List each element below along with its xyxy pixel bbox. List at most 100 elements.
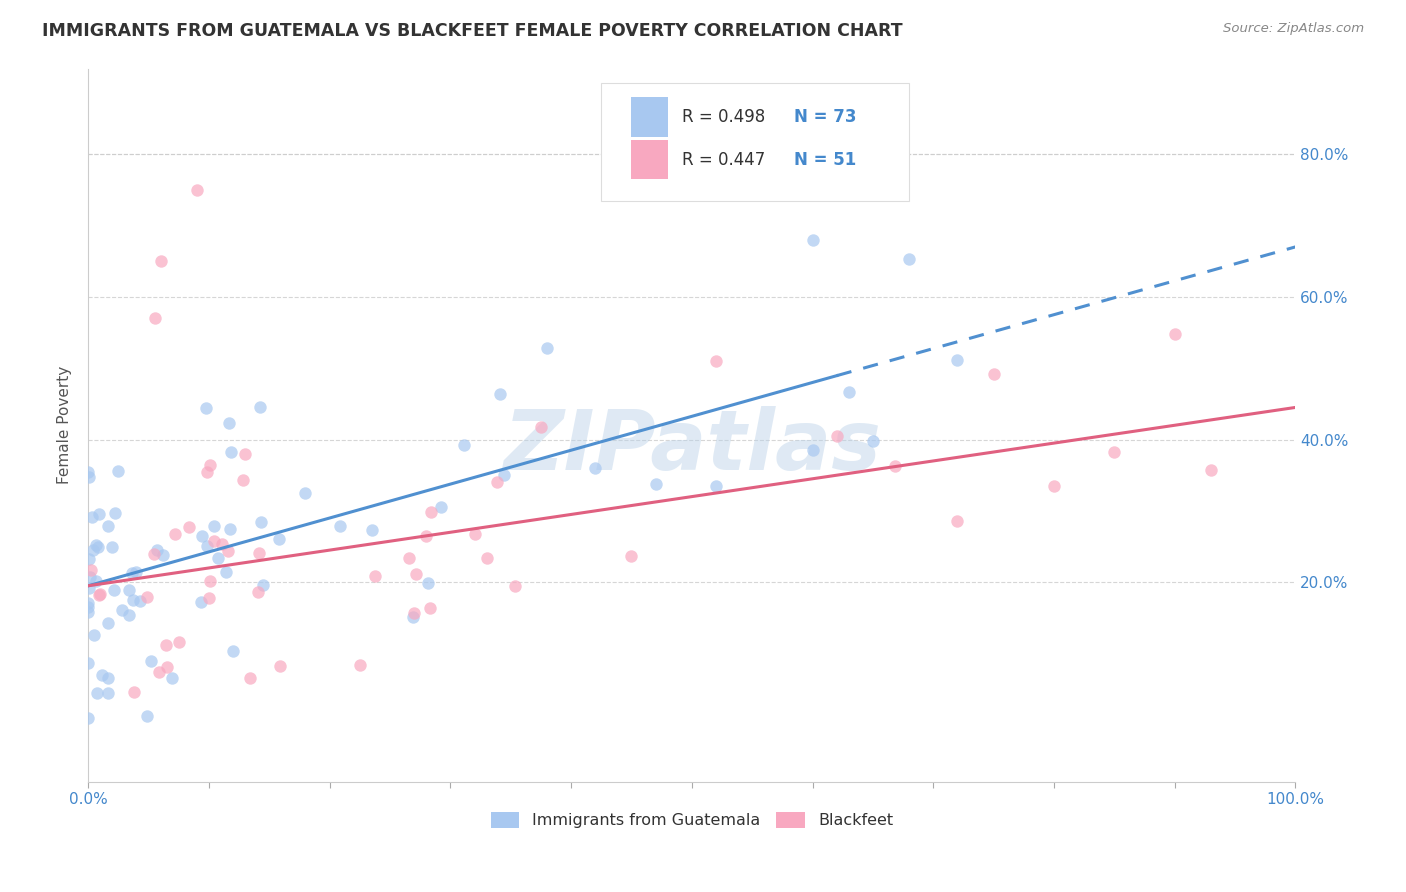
Point <box>97 671 120 685</box>
Point <box>207 550 229 565</box>
Point <box>217 543 239 558</box>
Point <box>232 473 254 487</box>
Point <box>101 540 124 554</box>
Point <box>186 183 208 197</box>
Point <box>464 527 486 541</box>
Point <box>825 429 848 443</box>
Point <box>190 529 212 543</box>
Point <box>77 656 100 670</box>
Point <box>801 442 824 457</box>
Point <box>148 665 170 679</box>
Point <box>405 566 427 581</box>
Point <box>219 522 242 536</box>
Point <box>360 523 382 537</box>
Point <box>77 605 100 619</box>
Point <box>195 465 218 479</box>
Text: R = 0.498: R = 0.498 <box>682 108 765 126</box>
Point <box>862 434 884 449</box>
Point <box>419 505 441 519</box>
Point <box>195 539 218 553</box>
Point <box>89 507 111 521</box>
Point <box>156 660 179 674</box>
Point <box>946 515 969 529</box>
Point <box>239 671 262 685</box>
Point <box>86 540 108 554</box>
Point <box>84 574 107 589</box>
Point <box>349 657 371 672</box>
Point <box>1199 463 1222 477</box>
Point <box>87 588 110 602</box>
Point <box>219 445 242 459</box>
Point <box>77 599 100 614</box>
Point <box>122 593 145 607</box>
Legend: Immigrants from Guatemala, Blackfeet: Immigrants from Guatemala, Blackfeet <box>484 805 900 835</box>
Point <box>415 529 437 543</box>
Point <box>364 568 387 582</box>
Point <box>163 527 186 541</box>
Point <box>97 519 120 533</box>
Point <box>198 574 221 588</box>
Point <box>503 579 526 593</box>
Point <box>404 606 426 620</box>
Point <box>221 644 243 658</box>
Point <box>489 386 512 401</box>
Point <box>90 668 112 682</box>
Point <box>149 254 172 268</box>
Point <box>96 686 118 700</box>
Point <box>89 587 111 601</box>
Point <box>111 603 134 617</box>
Point <box>983 367 1005 381</box>
Point <box>117 582 139 597</box>
Y-axis label: Female Poverty: Female Poverty <box>58 366 72 484</box>
Point <box>536 341 558 355</box>
Point <box>146 543 169 558</box>
Point <box>1043 479 1066 493</box>
Point <box>107 465 129 479</box>
Point <box>704 479 727 493</box>
Point <box>202 518 225 533</box>
Point <box>167 635 190 649</box>
Text: R = 0.447: R = 0.447 <box>682 151 765 169</box>
Point <box>218 417 240 431</box>
Point <box>121 566 143 581</box>
Point <box>142 547 165 561</box>
Point <box>83 628 105 642</box>
Point <box>139 654 162 668</box>
Text: N = 73: N = 73 <box>794 108 856 126</box>
Point <box>419 601 441 615</box>
Text: IMMIGRANTS FROM GUATEMALA VS BLACKFEET FEMALE POVERTY CORRELATION CHART: IMMIGRANTS FROM GUATEMALA VS BLACKFEET F… <box>42 22 903 40</box>
Point <box>215 565 238 579</box>
Point <box>416 575 439 590</box>
Point <box>249 401 271 415</box>
Point <box>125 566 148 580</box>
FancyBboxPatch shape <box>602 83 910 201</box>
Point <box>77 582 100 596</box>
Point <box>430 500 453 514</box>
Point <box>247 585 270 599</box>
Point <box>801 233 824 247</box>
Point <box>152 548 174 562</box>
Point <box>118 607 141 622</box>
FancyBboxPatch shape <box>631 97 668 136</box>
Point <box>103 582 125 597</box>
Point <box>129 594 152 608</box>
Point <box>122 685 145 699</box>
Text: Source: ZipAtlas.com: Source: ZipAtlas.com <box>1223 22 1364 36</box>
Point <box>77 552 100 566</box>
Point <box>198 458 221 472</box>
Point <box>294 485 316 500</box>
Point <box>82 543 104 558</box>
Point <box>250 515 273 529</box>
Point <box>401 610 423 624</box>
Point <box>898 252 921 267</box>
Point <box>97 615 120 630</box>
Point <box>704 354 727 368</box>
Point <box>143 311 166 326</box>
Point <box>77 470 100 484</box>
Point <box>202 533 225 548</box>
Point <box>77 466 100 480</box>
Point <box>86 686 108 700</box>
Point <box>494 468 516 483</box>
Point <box>838 384 860 399</box>
Point <box>1104 444 1126 458</box>
